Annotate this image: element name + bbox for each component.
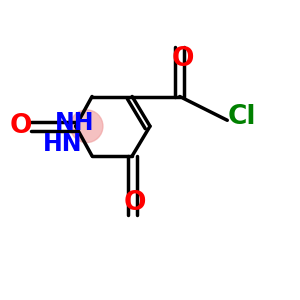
Text: O: O [10,113,32,139]
Text: O: O [171,46,194,72]
Text: O: O [124,190,146,217]
Text: HN: HN [43,132,82,156]
Circle shape [70,110,103,142]
Text: NH: NH [55,111,94,135]
Text: Cl: Cl [228,104,256,130]
